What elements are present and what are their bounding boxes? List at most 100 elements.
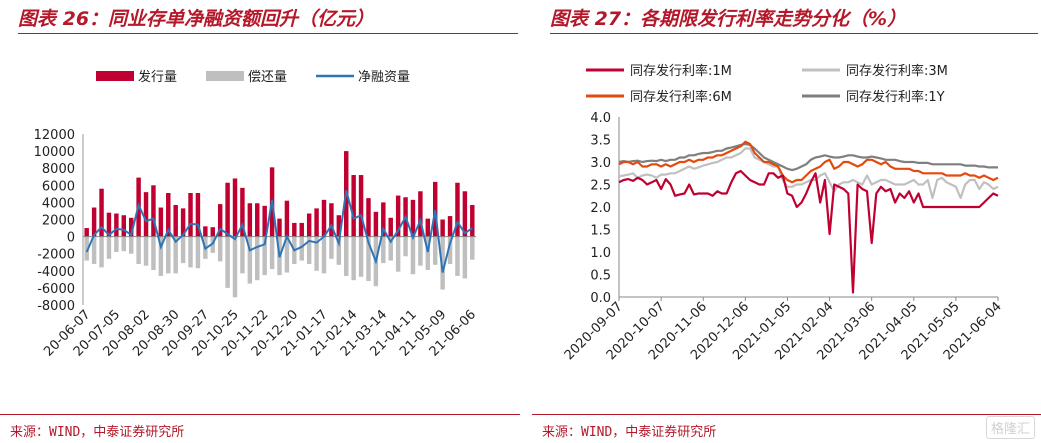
y-tick-label: 4.0 <box>590 111 611 126</box>
bar-issue <box>388 217 393 237</box>
series-line-net <box>85 190 473 273</box>
bar-issue <box>247 203 253 237</box>
bar-issue <box>217 204 223 237</box>
bar-issue <box>240 187 245 237</box>
chart-title: 图表 27：各期限发行利率走势分化（%） <box>550 8 907 30</box>
series-line <box>618 147 999 200</box>
bar-issue <box>121 215 127 237</box>
bar-issue <box>462 191 468 237</box>
bar-repay <box>232 236 238 298</box>
bar-repay <box>217 236 223 262</box>
y-tick-label: 6000 <box>42 179 75 194</box>
source-divider <box>532 414 1041 415</box>
bar-repay <box>166 236 171 274</box>
y-tick-label: -4000 <box>37 265 75 280</box>
legend-label: 同存发行利率:6M <box>630 89 732 105</box>
chart-title: 图表 26：同业存单净融资额回升（亿元） <box>18 8 375 30</box>
series-line <box>618 142 998 172</box>
bar-repay <box>306 236 312 264</box>
chart-panel-rates: 图表 27：各期限发行利率走势分化（%） 同存发行利率:1M 同存发行利率:3M 同… <box>532 0 1041 443</box>
title-divider <box>550 33 1038 34</box>
bar-issue <box>455 182 460 237</box>
y-tick-label: 2000 <box>42 214 75 229</box>
bar-issue <box>358 175 364 237</box>
y-tick-label: 1.0 <box>590 246 611 261</box>
bar-repay <box>462 236 468 279</box>
bar-issue <box>158 207 164 237</box>
y-tick-label: 8000 <box>42 162 75 177</box>
bar-repay <box>195 236 201 269</box>
y-tick-label: 10000 <box>34 145 75 160</box>
series-line <box>618 169 999 294</box>
y-tick-label: -6000 <box>37 282 75 297</box>
bar-issue <box>447 216 453 237</box>
y-tick-label: -2000 <box>37 248 75 263</box>
title-divider <box>18 33 518 34</box>
y-tick-label: 0 <box>67 231 75 246</box>
bar-repay <box>388 236 393 261</box>
bar-repay <box>128 236 134 254</box>
bar-issue <box>366 198 371 237</box>
bar-repay <box>158 236 164 276</box>
bar-issue <box>188 192 193 237</box>
bar-repay <box>114 236 119 252</box>
y-tick-label: 0.0 <box>590 291 611 306</box>
bar-repay <box>99 236 104 268</box>
bar-issue <box>284 200 290 237</box>
bar-repay <box>440 236 445 290</box>
bar-repay <box>143 236 149 266</box>
bar-issue <box>321 199 327 237</box>
bar-repay <box>106 236 112 259</box>
bar-issue <box>151 185 156 237</box>
y-tick-label: 1.5 <box>590 224 611 239</box>
y-tick-label: 12000 <box>34 128 75 143</box>
bar-issue <box>381 202 386 237</box>
bar-repay <box>366 236 371 282</box>
bar-repay <box>351 236 356 281</box>
bar-issue <box>180 208 186 237</box>
y-tick-label: 4000 <box>42 196 75 211</box>
bar-issue <box>143 192 149 237</box>
bar-repay <box>410 236 416 275</box>
legend-label: 偿还量 <box>248 70 287 85</box>
bar-issue <box>203 226 208 237</box>
bar-issue <box>166 192 171 237</box>
y-tick-label: 3.0 <box>590 156 611 171</box>
bar-issue <box>440 219 445 237</box>
y-tick-label: 0.5 <box>590 269 611 284</box>
bar-repay <box>84 236 89 261</box>
bar-issue <box>84 228 89 237</box>
y-tick-label: 2.5 <box>590 179 611 194</box>
bar-issue <box>373 211 379 237</box>
legend-label: 发行量 <box>138 69 177 85</box>
bar-repay <box>225 236 230 288</box>
bar-repay <box>284 236 290 273</box>
bar-repay <box>173 236 178 274</box>
bar-issue <box>114 213 119 237</box>
bar-issue <box>410 199 416 237</box>
bar-repay <box>358 236 364 277</box>
bar-repay <box>403 236 408 257</box>
bar-repay <box>418 236 423 266</box>
bar-issue <box>195 192 201 237</box>
bar-repay <box>151 236 156 270</box>
bar-repay <box>395 236 401 272</box>
bar-repay <box>240 236 245 274</box>
bar-issue <box>329 203 334 237</box>
legend-swatch <box>206 71 244 81</box>
bar-issue <box>91 207 97 237</box>
bar-issue <box>99 188 104 237</box>
bar-repay <box>255 236 260 281</box>
bar-issue <box>336 215 342 237</box>
line-chart: 同存发行利率:1M 同存发行利率:3M 同存发行利率:6M 同存发行利率:1Y 0.0 0… <box>562 63 1005 363</box>
bar-repay <box>210 236 215 253</box>
source-divider <box>0 414 520 415</box>
bar-issue <box>425 218 431 237</box>
bar-issue <box>232 178 238 237</box>
source-note: 来源：WIND，中泰证券研究所 <box>10 425 185 440</box>
source-note: 来源：WIND，中泰证券研究所 <box>542 425 717 440</box>
legend-label: 净融资量 <box>358 70 410 85</box>
bar-repay <box>136 236 141 264</box>
series-line <box>618 140 999 184</box>
bar-repay <box>180 236 186 264</box>
